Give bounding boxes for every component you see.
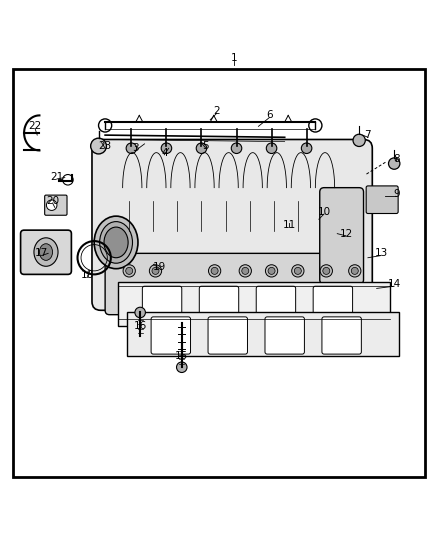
FancyBboxPatch shape <box>105 253 359 314</box>
Circle shape <box>161 143 172 154</box>
Circle shape <box>211 268 218 274</box>
Circle shape <box>231 143 242 154</box>
Circle shape <box>152 268 159 274</box>
Circle shape <box>135 307 145 318</box>
Circle shape <box>349 265 361 277</box>
FancyBboxPatch shape <box>322 317 361 354</box>
Text: 17: 17 <box>35 248 48 259</box>
FancyBboxPatch shape <box>208 317 247 354</box>
Text: 22: 22 <box>28 122 42 131</box>
Text: 18: 18 <box>81 270 94 280</box>
Text: 10: 10 <box>318 207 331 217</box>
Circle shape <box>242 268 249 274</box>
Circle shape <box>320 265 332 277</box>
Circle shape <box>123 265 135 277</box>
FancyBboxPatch shape <box>313 286 353 324</box>
Circle shape <box>91 138 106 154</box>
FancyBboxPatch shape <box>320 188 364 284</box>
Circle shape <box>126 143 137 154</box>
Text: 15: 15 <box>175 351 188 361</box>
Text: 16: 16 <box>134 321 147 330</box>
Text: 21: 21 <box>50 172 64 182</box>
Text: 3: 3 <box>132 143 139 154</box>
Text: 19: 19 <box>153 262 166 271</box>
FancyBboxPatch shape <box>199 286 239 324</box>
Ellipse shape <box>94 216 138 269</box>
FancyBboxPatch shape <box>118 282 390 326</box>
Ellipse shape <box>34 238 58 266</box>
Text: 12: 12 <box>339 229 353 239</box>
Circle shape <box>351 268 358 274</box>
Ellipse shape <box>100 222 132 263</box>
Text: 23: 23 <box>99 141 112 151</box>
Circle shape <box>265 265 278 277</box>
Circle shape <box>301 143 312 154</box>
Text: 5: 5 <box>202 141 209 151</box>
Ellipse shape <box>39 244 53 260</box>
Circle shape <box>196 143 207 154</box>
FancyBboxPatch shape <box>366 186 398 214</box>
Circle shape <box>353 134 365 147</box>
FancyBboxPatch shape <box>142 286 182 324</box>
Text: 2: 2 <box>213 106 220 116</box>
Circle shape <box>149 265 162 277</box>
FancyBboxPatch shape <box>151 317 191 354</box>
Circle shape <box>323 268 330 274</box>
Circle shape <box>239 265 251 277</box>
FancyBboxPatch shape <box>92 140 372 310</box>
Text: 9: 9 <box>393 189 400 199</box>
FancyBboxPatch shape <box>13 69 425 477</box>
Text: 20: 20 <box>46 196 59 206</box>
Text: 11: 11 <box>283 220 296 230</box>
FancyBboxPatch shape <box>45 195 67 215</box>
Text: 13: 13 <box>374 248 388 259</box>
FancyBboxPatch shape <box>256 286 296 324</box>
Text: 8: 8 <box>393 154 400 164</box>
Circle shape <box>46 200 57 211</box>
Circle shape <box>126 268 133 274</box>
FancyBboxPatch shape <box>21 230 71 274</box>
Text: 7: 7 <box>364 130 371 140</box>
Circle shape <box>292 265 304 277</box>
Circle shape <box>177 362 187 373</box>
FancyBboxPatch shape <box>265 317 304 354</box>
Text: 6: 6 <box>266 110 273 120</box>
Circle shape <box>208 265 221 277</box>
Text: 14: 14 <box>388 279 401 289</box>
Circle shape <box>266 143 277 154</box>
Circle shape <box>294 268 301 274</box>
FancyBboxPatch shape <box>127 312 399 356</box>
Circle shape <box>268 268 275 274</box>
Circle shape <box>389 158 400 169</box>
Ellipse shape <box>104 227 128 258</box>
Text: 4: 4 <box>161 148 168 158</box>
Text: 1: 1 <box>231 53 238 63</box>
